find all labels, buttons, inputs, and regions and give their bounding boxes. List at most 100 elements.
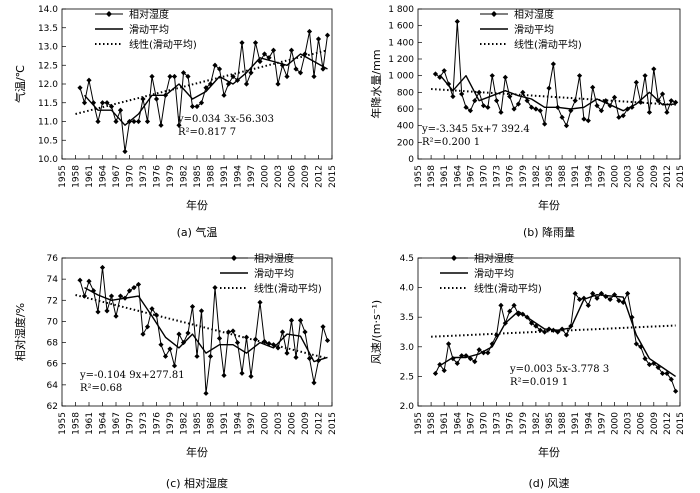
data-point (576, 296, 583, 303)
data-point (445, 81, 452, 87)
y-tick-label: 3.0 (400, 343, 415, 353)
data-point (104, 308, 110, 314)
x-tick-label: 2003 (624, 165, 634, 188)
data-point (81, 100, 88, 106)
data-point (507, 308, 513, 314)
data-point (498, 302, 504, 308)
x-tick-label: 2012 (315, 165, 325, 188)
series-line-moving-average (439, 74, 676, 112)
data-point (454, 18, 460, 25)
x-tick-label: 2000 (611, 165, 621, 188)
series-line-moving-average (83, 53, 328, 126)
x-tick-label: 1958 (427, 412, 437, 435)
x-tick-label: 1982 (180, 165, 190, 188)
x-tick-label: 1994 (584, 412, 594, 435)
data-point (542, 329, 548, 335)
x-tick-label: 2009 (301, 165, 311, 188)
data-point (528, 104, 535, 110)
y-tick-label: 13.5 (38, 24, 58, 34)
x-tick-label: 1991 (571, 412, 581, 435)
y-tick-label: 1 400 (388, 38, 414, 48)
data-point (450, 93, 456, 100)
x-tick-label: 2006 (288, 165, 298, 188)
data-point (590, 290, 596, 297)
data-point (673, 388, 679, 394)
legend-label-raw: 相对湿度 (254, 252, 294, 265)
x-tick-label: 1994 (234, 412, 244, 435)
data-point (651, 66, 657, 72)
data-point (266, 55, 272, 61)
x-tick-label: 2006 (637, 412, 647, 435)
y-tick-label: 12.0 (38, 80, 58, 90)
data-point (167, 346, 173, 352)
data-point (185, 330, 191, 336)
x-tick-label: 1955 (58, 412, 68, 435)
data-point (216, 335, 223, 341)
x-tick-label: 2000 (261, 165, 271, 188)
data-point (86, 77, 92, 83)
data-point (607, 103, 613, 109)
data-point (598, 108, 604, 114)
x-tick-label: 1961 (85, 412, 95, 435)
data-point (581, 116, 587, 122)
regression-equation: y=-3.345 5x+7 392.4 (421, 124, 530, 135)
data-point (77, 277, 83, 283)
x-axis-label: 年份 (186, 445, 208, 459)
data-point (441, 68, 447, 74)
data-point (239, 40, 245, 46)
data-point (99, 100, 106, 106)
data-point (437, 361, 443, 368)
legend-label-trend: 线性(滑动平均) (129, 38, 197, 51)
x-tick-label: 2003 (624, 412, 634, 435)
data-point (594, 295, 600, 301)
x-tick-label: 1964 (99, 412, 109, 435)
data-point (607, 296, 613, 303)
data-point (162, 353, 169, 359)
data-point (144, 118, 151, 125)
x-tick-label: 1955 (58, 165, 68, 188)
y-tick-label: 13.0 (38, 43, 58, 53)
data-point (297, 317, 304, 323)
data-point (494, 332, 500, 338)
x-tick-label: 1982 (532, 412, 542, 435)
y-tick-label: 14.0 (38, 5, 58, 15)
legend-label-moving-average: 滑动平均 (474, 268, 514, 280)
data-point (95, 309, 101, 315)
data-point (77, 85, 83, 91)
x-tick-label: 1958 (72, 165, 82, 188)
data-point (441, 367, 447, 374)
data-point (149, 73, 155, 80)
x-tick-label: 1970 (126, 412, 136, 435)
data-point (668, 376, 674, 382)
x-tick-label: 2015 (328, 412, 338, 435)
x-tick-label: 1970 (480, 412, 490, 435)
x-tick-label: 1979 (519, 165, 529, 188)
legend-marker-raw (491, 11, 497, 17)
series-line-moving-average (439, 294, 676, 377)
x-tick-label: 2012 (663, 412, 673, 435)
chart-panel-1: 0 200 400 600 800 1 000 1 200 1 400 1 600 1 800 19… (369, 5, 686, 239)
x-tick-label: 2015 (676, 412, 686, 435)
x-tick-label: 2009 (650, 165, 660, 188)
regression-equation: y=-0.104 9x+277.81 (79, 370, 185, 381)
data-point (113, 313, 119, 319)
x-tick-label: 1985 (193, 165, 203, 188)
data-point (572, 290, 578, 297)
data-point (459, 91, 465, 97)
data-point (198, 100, 205, 106)
data-point (533, 106, 539, 112)
x-tick-label: 1982 (180, 412, 190, 435)
data-point (203, 85, 209, 91)
series-line-moving-average (84, 286, 328, 363)
data-point (252, 40, 259, 46)
x-tick-label: 1967 (112, 412, 122, 435)
y-tick-label: 62 (47, 402, 58, 412)
data-point (324, 32, 331, 38)
x-tick-label: 1970 (480, 165, 490, 188)
data-point (126, 288, 133, 294)
data-point (472, 359, 478, 365)
data-point (546, 85, 552, 91)
data-point (467, 356, 473, 362)
data-point (149, 306, 155, 312)
y-axis-label: 年降水量/mm (369, 49, 383, 118)
